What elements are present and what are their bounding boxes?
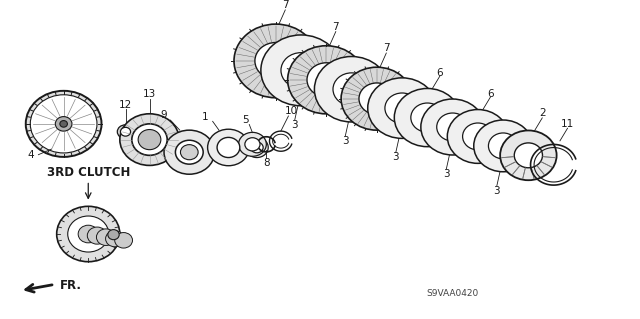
Text: 1: 1: [202, 112, 209, 122]
Text: 7: 7: [383, 43, 390, 53]
Ellipse shape: [234, 24, 317, 98]
Ellipse shape: [515, 143, 543, 168]
Ellipse shape: [120, 114, 179, 166]
Text: 7: 7: [332, 22, 339, 32]
Ellipse shape: [245, 138, 260, 151]
Text: 3: 3: [291, 120, 298, 130]
Ellipse shape: [255, 42, 297, 79]
Text: 6: 6: [436, 68, 444, 78]
Ellipse shape: [132, 124, 167, 155]
Ellipse shape: [411, 103, 444, 132]
Text: 3: 3: [342, 136, 349, 146]
Text: 10: 10: [285, 106, 298, 116]
Ellipse shape: [488, 133, 518, 159]
Ellipse shape: [106, 231, 124, 247]
Ellipse shape: [117, 125, 134, 139]
Ellipse shape: [314, 56, 388, 122]
Text: 5: 5: [242, 115, 249, 125]
Text: S9VAA0420: S9VAA0420: [426, 289, 478, 298]
Ellipse shape: [447, 109, 508, 163]
Text: 7: 7: [282, 0, 289, 10]
Ellipse shape: [394, 88, 460, 147]
Text: 12: 12: [119, 100, 132, 110]
Ellipse shape: [385, 93, 419, 123]
Ellipse shape: [463, 123, 493, 150]
Ellipse shape: [55, 116, 72, 131]
Ellipse shape: [436, 113, 468, 141]
Ellipse shape: [138, 130, 161, 150]
Ellipse shape: [97, 229, 115, 245]
Ellipse shape: [108, 230, 119, 240]
Text: 3RD CLUTCH: 3RD CLUTCH: [47, 166, 130, 179]
Ellipse shape: [175, 140, 203, 164]
Ellipse shape: [341, 67, 413, 130]
Text: 13: 13: [143, 89, 156, 99]
Ellipse shape: [246, 137, 268, 158]
Text: 3: 3: [392, 152, 399, 162]
Ellipse shape: [26, 91, 102, 157]
Ellipse shape: [368, 78, 436, 138]
Ellipse shape: [78, 225, 99, 243]
Ellipse shape: [207, 129, 249, 166]
Text: 2: 2: [539, 108, 545, 118]
Ellipse shape: [217, 137, 240, 158]
Ellipse shape: [333, 73, 370, 106]
Text: 6: 6: [487, 89, 494, 99]
Ellipse shape: [359, 83, 395, 115]
Ellipse shape: [421, 99, 484, 155]
Ellipse shape: [307, 63, 346, 97]
Ellipse shape: [261, 35, 341, 106]
Ellipse shape: [60, 121, 67, 127]
Ellipse shape: [87, 227, 107, 244]
Text: 3: 3: [493, 186, 500, 196]
Text: 4: 4: [28, 150, 34, 160]
Text: FR.: FR.: [60, 278, 82, 292]
Ellipse shape: [164, 130, 214, 174]
Ellipse shape: [250, 142, 263, 153]
Ellipse shape: [57, 206, 120, 262]
Ellipse shape: [180, 145, 198, 160]
Text: 3: 3: [443, 169, 450, 179]
Ellipse shape: [474, 120, 532, 172]
Ellipse shape: [68, 216, 109, 252]
Ellipse shape: [30, 95, 97, 153]
Ellipse shape: [281, 53, 321, 88]
Ellipse shape: [115, 233, 132, 248]
Text: 8: 8: [263, 158, 269, 168]
Text: 9: 9: [160, 110, 166, 120]
Ellipse shape: [287, 46, 365, 114]
Ellipse shape: [239, 132, 266, 156]
Ellipse shape: [120, 127, 131, 136]
Text: 11: 11: [561, 119, 574, 129]
Ellipse shape: [500, 130, 557, 180]
